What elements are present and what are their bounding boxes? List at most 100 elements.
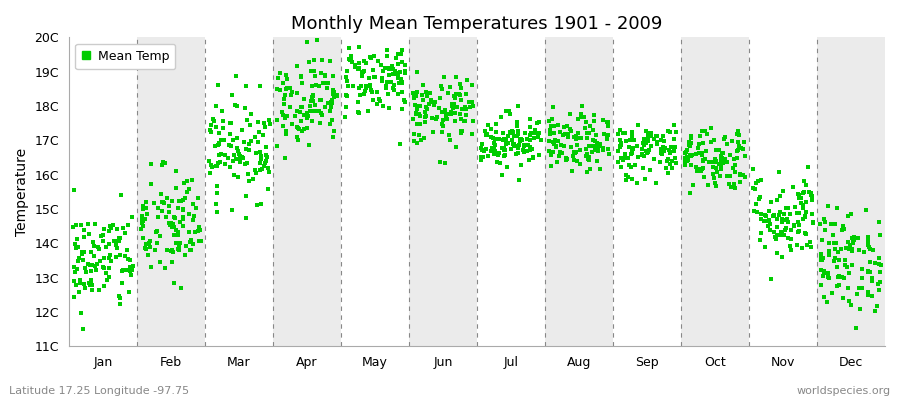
Point <box>392 80 406 86</box>
Point <box>158 160 172 166</box>
Point <box>510 119 525 126</box>
Point <box>545 116 560 122</box>
Point <box>74 222 88 228</box>
Point <box>116 224 130 231</box>
Point <box>278 86 293 92</box>
Point <box>581 157 596 163</box>
Point <box>714 163 728 170</box>
Point <box>278 115 293 122</box>
Point <box>324 99 338 106</box>
Point <box>290 134 304 140</box>
Point <box>814 221 828 227</box>
Point <box>67 264 81 270</box>
Point <box>159 195 174 201</box>
Point <box>547 140 562 147</box>
Point <box>532 119 546 126</box>
Point <box>353 91 367 98</box>
Point <box>658 144 672 151</box>
Point <box>297 126 311 132</box>
Point <box>722 180 736 187</box>
Point <box>324 104 338 110</box>
Point <box>511 177 526 183</box>
Point <box>382 72 397 78</box>
Point <box>429 116 444 122</box>
Point <box>752 194 767 200</box>
Point <box>706 170 720 177</box>
Point <box>636 165 651 171</box>
Point <box>92 287 106 293</box>
Point <box>527 135 542 141</box>
Point <box>497 136 511 142</box>
Point <box>248 150 263 156</box>
Point <box>731 128 745 134</box>
Point <box>814 256 828 263</box>
Point <box>601 123 616 129</box>
Point <box>212 140 227 146</box>
Point <box>102 255 116 261</box>
Point <box>500 133 515 140</box>
Point <box>842 298 857 304</box>
Point <box>204 164 219 170</box>
Point <box>389 70 403 76</box>
Point <box>788 222 802 229</box>
Point <box>596 147 610 153</box>
Point <box>795 245 809 251</box>
Point <box>151 204 166 211</box>
Point <box>443 84 457 90</box>
Point <box>826 232 841 238</box>
Point <box>351 108 365 115</box>
Point <box>217 137 231 144</box>
Point <box>305 92 320 98</box>
Point <box>407 92 421 98</box>
Point <box>613 142 627 148</box>
Point <box>838 262 852 268</box>
Point <box>845 245 859 252</box>
Point <box>873 269 887 275</box>
Point <box>226 158 240 164</box>
Point <box>352 110 366 116</box>
Point <box>206 117 220 124</box>
Point <box>230 145 244 152</box>
Point <box>762 227 777 233</box>
Point <box>522 147 536 153</box>
Point <box>476 154 491 160</box>
Point <box>374 62 388 68</box>
Point <box>295 127 310 134</box>
Point <box>305 108 320 114</box>
Point <box>769 236 783 242</box>
Point <box>708 183 723 190</box>
Point <box>764 199 778 206</box>
Point <box>626 136 641 143</box>
Point <box>238 83 253 89</box>
Point <box>312 97 327 103</box>
Point <box>288 113 302 120</box>
Point <box>458 91 473 97</box>
Point <box>521 142 535 149</box>
Point <box>613 137 627 143</box>
Point <box>863 246 878 252</box>
Point <box>634 146 649 152</box>
Point <box>344 53 358 60</box>
Point <box>546 139 561 146</box>
Point <box>780 235 795 241</box>
Point <box>500 163 514 170</box>
Point <box>184 247 198 253</box>
Point <box>542 117 556 124</box>
Point <box>314 110 328 116</box>
Point <box>678 162 692 168</box>
Point <box>259 158 274 164</box>
Point <box>861 244 876 250</box>
Point <box>543 127 557 133</box>
Point <box>315 57 329 63</box>
Point <box>164 248 178 254</box>
Point <box>751 178 765 184</box>
Point <box>845 234 859 241</box>
Point <box>393 69 408 75</box>
Point <box>327 89 341 96</box>
Point <box>600 136 615 142</box>
Point <box>454 84 468 91</box>
Point <box>176 214 191 220</box>
Point <box>726 180 741 187</box>
Point <box>614 140 628 146</box>
Point <box>684 135 698 141</box>
